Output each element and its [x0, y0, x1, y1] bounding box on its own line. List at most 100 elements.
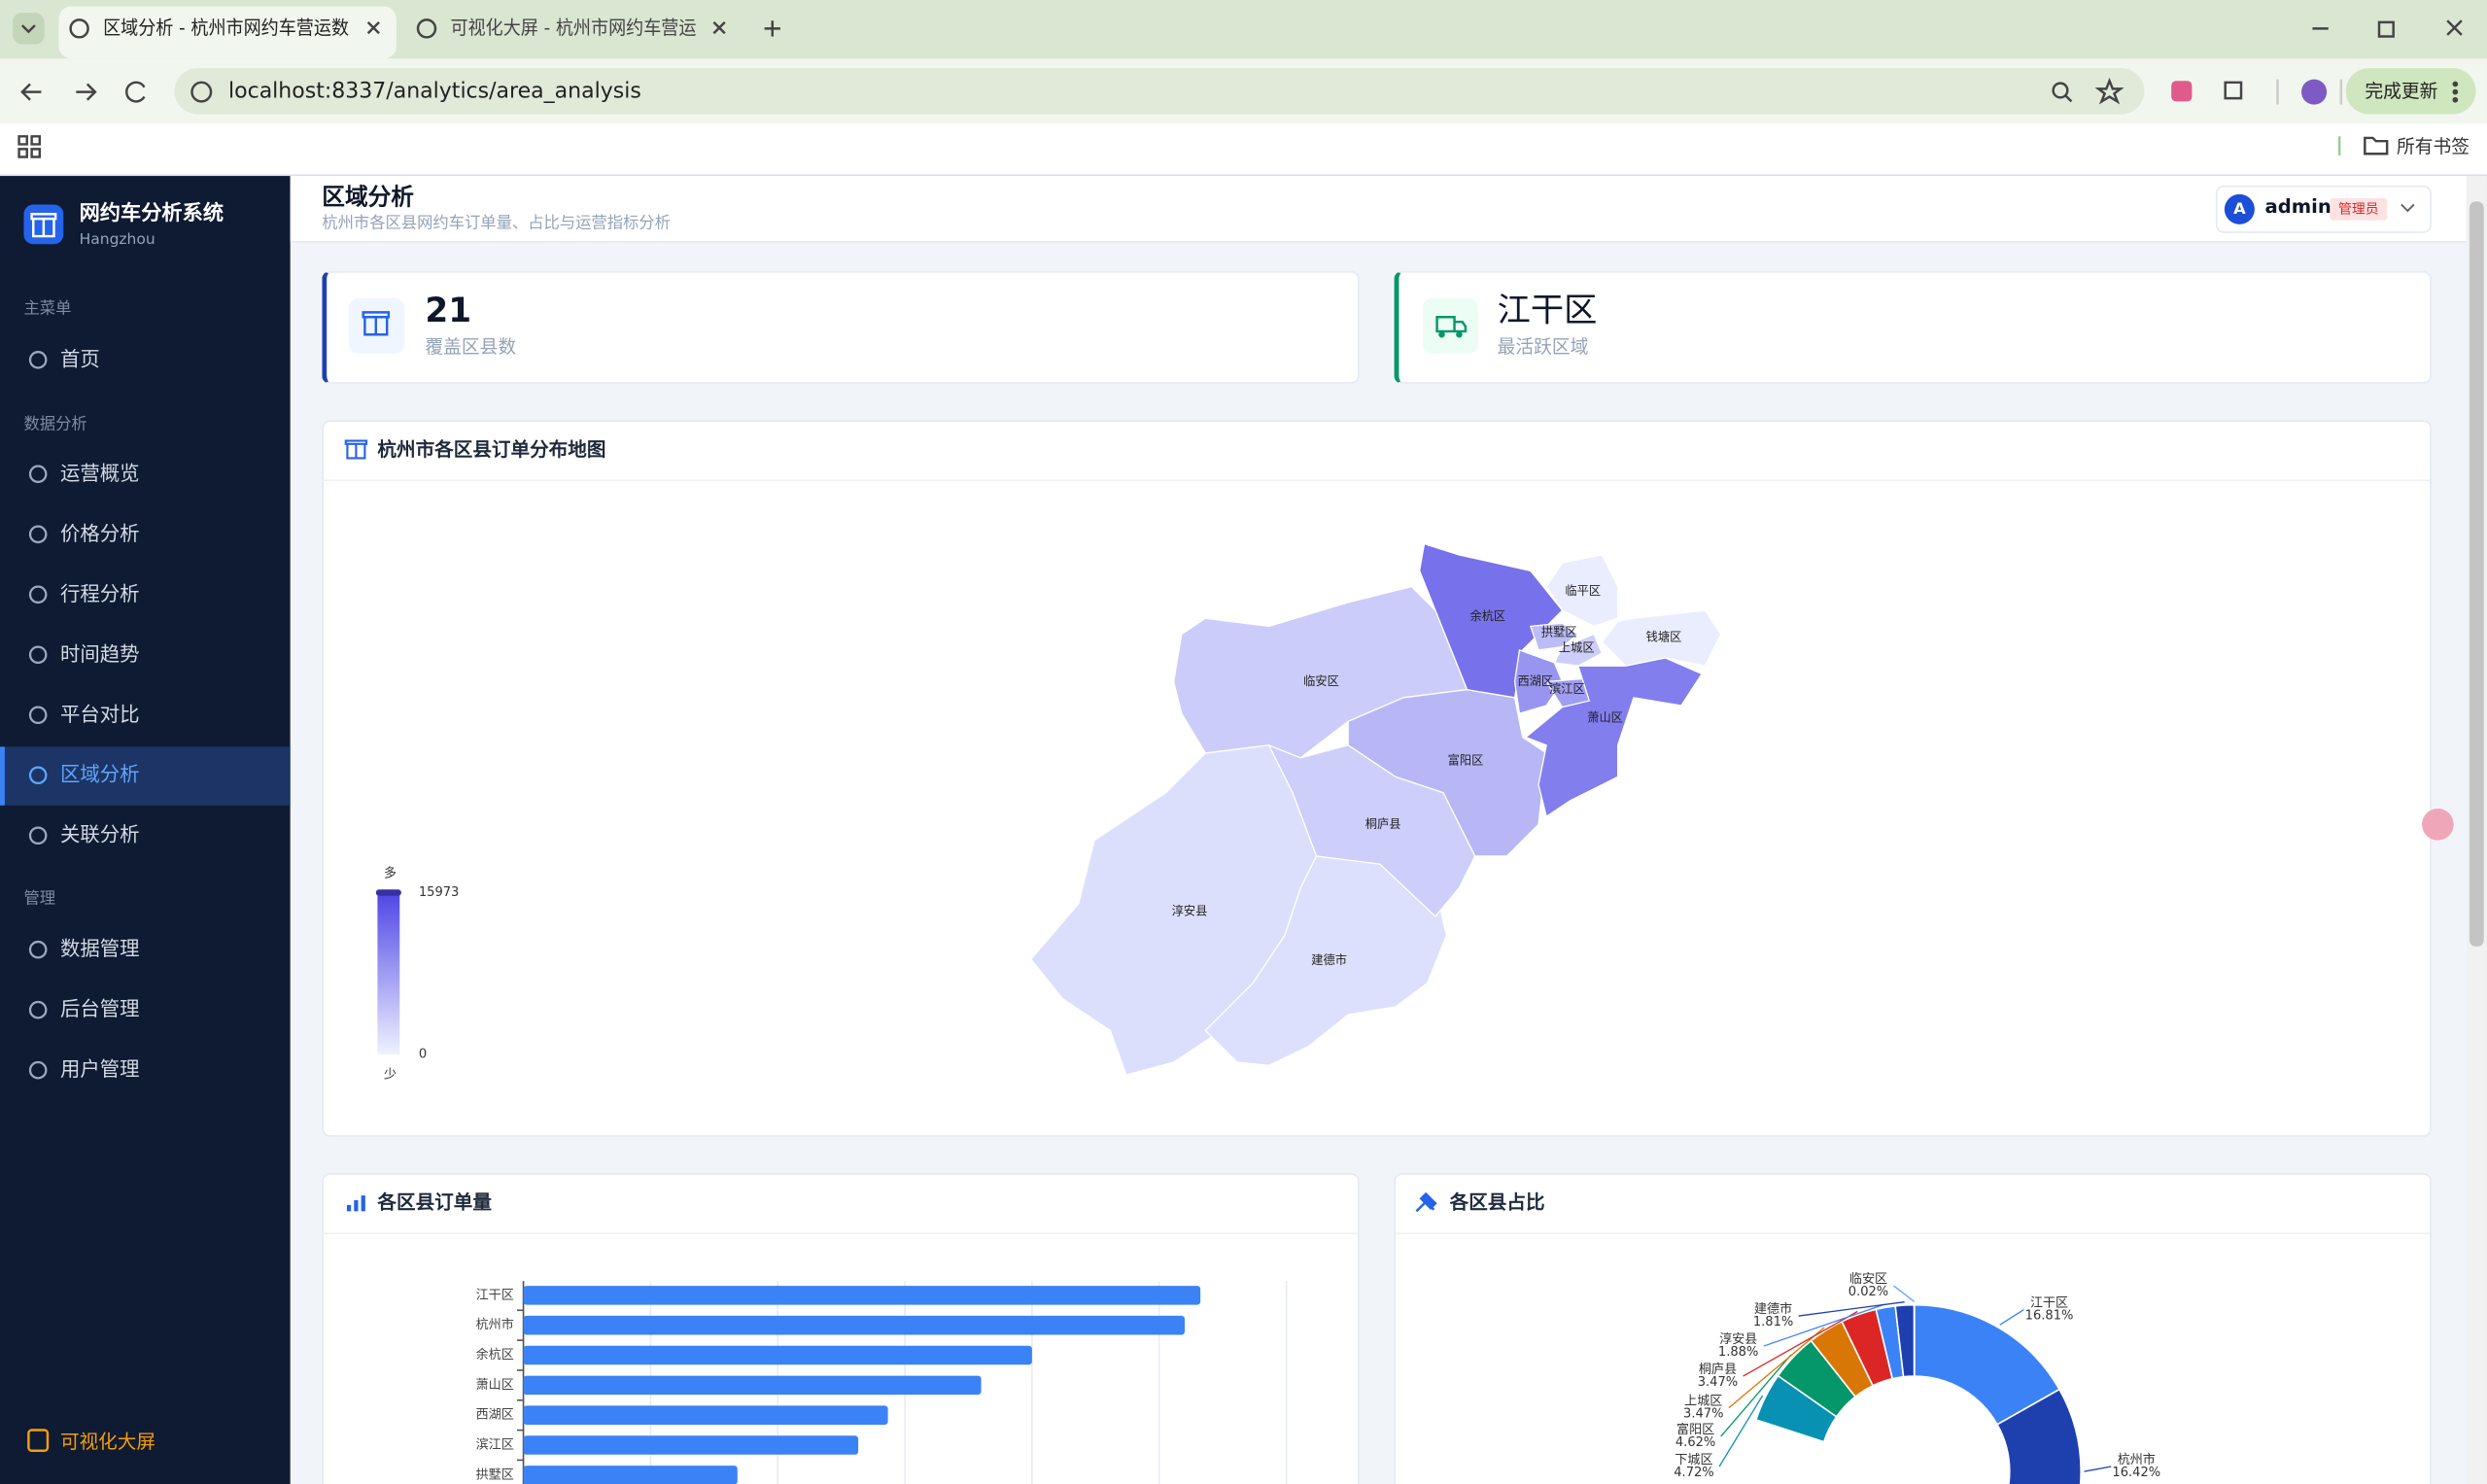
slice-value: 0.02%: [1848, 1285, 1888, 1299]
menu-section: 数据分析: [23, 415, 86, 433]
region-label: 上城区: [1559, 641, 1595, 655]
menu-icon: [28, 940, 48, 959]
region: [1553, 633, 1604, 667]
slice-value: 16.81%: [2025, 1309, 2074, 1324]
stat-label: 覆盖区县数: [425, 336, 516, 358]
region-label: 滨江区: [1549, 681, 1585, 696]
slice-value: 16.42%: [2112, 1466, 2160, 1480]
menu-item[interactable]: 运营概览: [60, 462, 140, 485]
update-label[interactable]: 完成更新: [2365, 81, 2437, 102]
leader-line: [1999, 1308, 2024, 1326]
menu-icon: [28, 766, 48, 785]
menu-icon: [28, 525, 48, 544]
menu-icon: [28, 585, 48, 604]
region-label: 钱塘区: [1646, 629, 1682, 643]
user-name[interactable]: admin: [2264, 195, 2331, 218]
card-title: 杭州市各区县订单分布地图: [377, 438, 605, 461]
url[interactable]: localhost:8337/analytics/area_analysis: [228, 80, 641, 104]
region: [1513, 648, 1564, 714]
tab-title[interactable]: 区域分析 - 杭州市网约车营运数: [103, 17, 349, 39]
region-label: 桐庐县: [1365, 816, 1401, 831]
brand-city: Hangzhou: [80, 230, 155, 248]
menu-item[interactable]: 后台管理: [60, 997, 140, 1020]
bar: [523, 1375, 982, 1396]
bookmarks-label[interactable]: 所有书签: [2397, 136, 2470, 157]
slice-label: 杭州市: [2118, 1452, 2156, 1467]
slice-label: 临安区: [1849, 1272, 1887, 1287]
menu-item[interactable]: 首页: [60, 347, 100, 370]
stat-icon: [1422, 297, 1479, 354]
menu-icon: [28, 1000, 48, 1019]
region: [1530, 622, 1579, 651]
region: [1524, 657, 1704, 818]
slice-value: 4.72%: [1674, 1466, 1713, 1480]
menu-icon: [28, 826, 48, 846]
leader-line: [1763, 1303, 1885, 1347]
slice-value: 1.81%: [1753, 1315, 1793, 1329]
menu-icon: [28, 1060, 48, 1080]
region-label: 西湖区: [1517, 673, 1553, 688]
y-tick-label: 余杭区: [476, 1347, 514, 1363]
leader-line: [1718, 1395, 1764, 1467]
leader-line: [1893, 1285, 1916, 1302]
region-label: 临安区: [1303, 673, 1339, 688]
tab-title[interactable]: 可视化大屏 - 杭州市网约车营运: [450, 17, 696, 39]
menu-icon: [28, 351, 48, 369]
slice-value: 3.47%: [1698, 1375, 1738, 1390]
user-box[interactable]: [2215, 185, 2432, 233]
slice-label: 江干区: [2030, 1296, 2068, 1311]
leader-line: [2084, 1466, 2112, 1472]
bar: [523, 1466, 738, 1484]
stat-card: [322, 270, 1360, 384]
role-badge: [2330, 197, 2388, 221]
slice-label: 下城区: [1675, 1453, 1712, 1467]
footer-link[interactable]: 可视化大屏: [60, 1431, 155, 1453]
y-tick-label: 滨江区: [476, 1437, 514, 1453]
visual-map-high: 多: [384, 865, 397, 880]
slice-value: 4.62%: [1675, 1435, 1715, 1450]
region-label: 富阳区: [1448, 753, 1484, 768]
region-label: 拱墅区: [1541, 625, 1577, 638]
visual-map-min: 0: [419, 1047, 427, 1061]
menu-icon: [28, 706, 48, 725]
visual-map-handle: [375, 889, 401, 896]
bar: [523, 1405, 888, 1425]
omnibox[interactable]: [174, 68, 2145, 115]
page-title: 区域分析: [322, 183, 414, 210]
leader-line: [1798, 1301, 1905, 1317]
menu-item[interactable]: 用户管理: [60, 1057, 140, 1081]
menu-item[interactable]: 平台对比: [60, 703, 140, 726]
region: [1267, 743, 1476, 917]
bar: [523, 1315, 1186, 1335]
menu-item[interactable]: 关联分析: [60, 823, 140, 846]
stat-card: [1394, 270, 2432, 384]
avatar[interactable]: A: [2233, 199, 2246, 218]
region-label: 建德市: [1311, 952, 1347, 967]
card-title: 各区县订单量: [376, 1191, 492, 1214]
bookmarks-bar: [0, 123, 2487, 177]
menu-item[interactable]: 区域分析: [60, 763, 140, 786]
menu-item[interactable]: 数据管理: [60, 937, 140, 960]
menu-icon: [28, 465, 48, 484]
visual-map-low: 少: [384, 1068, 397, 1083]
menu-item[interactable]: 行程分析: [60, 582, 140, 605]
scroll-thumb[interactable]: [2470, 201, 2484, 947]
stat-value: 21: [425, 292, 471, 330]
tab-strip: [0, 0, 2487, 59]
slice-label: 建德市: [1754, 1301, 1792, 1317]
slice-label: 桐庐县: [1699, 1363, 1737, 1377]
menu-item[interactable]: 价格分析: [60, 522, 140, 545]
header: [290, 176, 2467, 243]
menu-item[interactable]: 时间趋势: [60, 642, 140, 666]
y-tick-label: 拱墅区: [476, 1467, 514, 1482]
sidebar-active[interactable]: [0, 746, 291, 806]
chrome-icons: [13, 6, 2463, 158]
region-label: 淳安县: [1172, 904, 1208, 918]
page-subtitle: 杭州市各区县网约车订单量、占比与运营指标分析: [322, 214, 671, 232]
slice: [1995, 1388, 2082, 1484]
menu-icon: [28, 645, 48, 665]
app-icons: [23, 193, 2454, 1452]
brand: 网约车分析系统: [80, 200, 224, 225]
